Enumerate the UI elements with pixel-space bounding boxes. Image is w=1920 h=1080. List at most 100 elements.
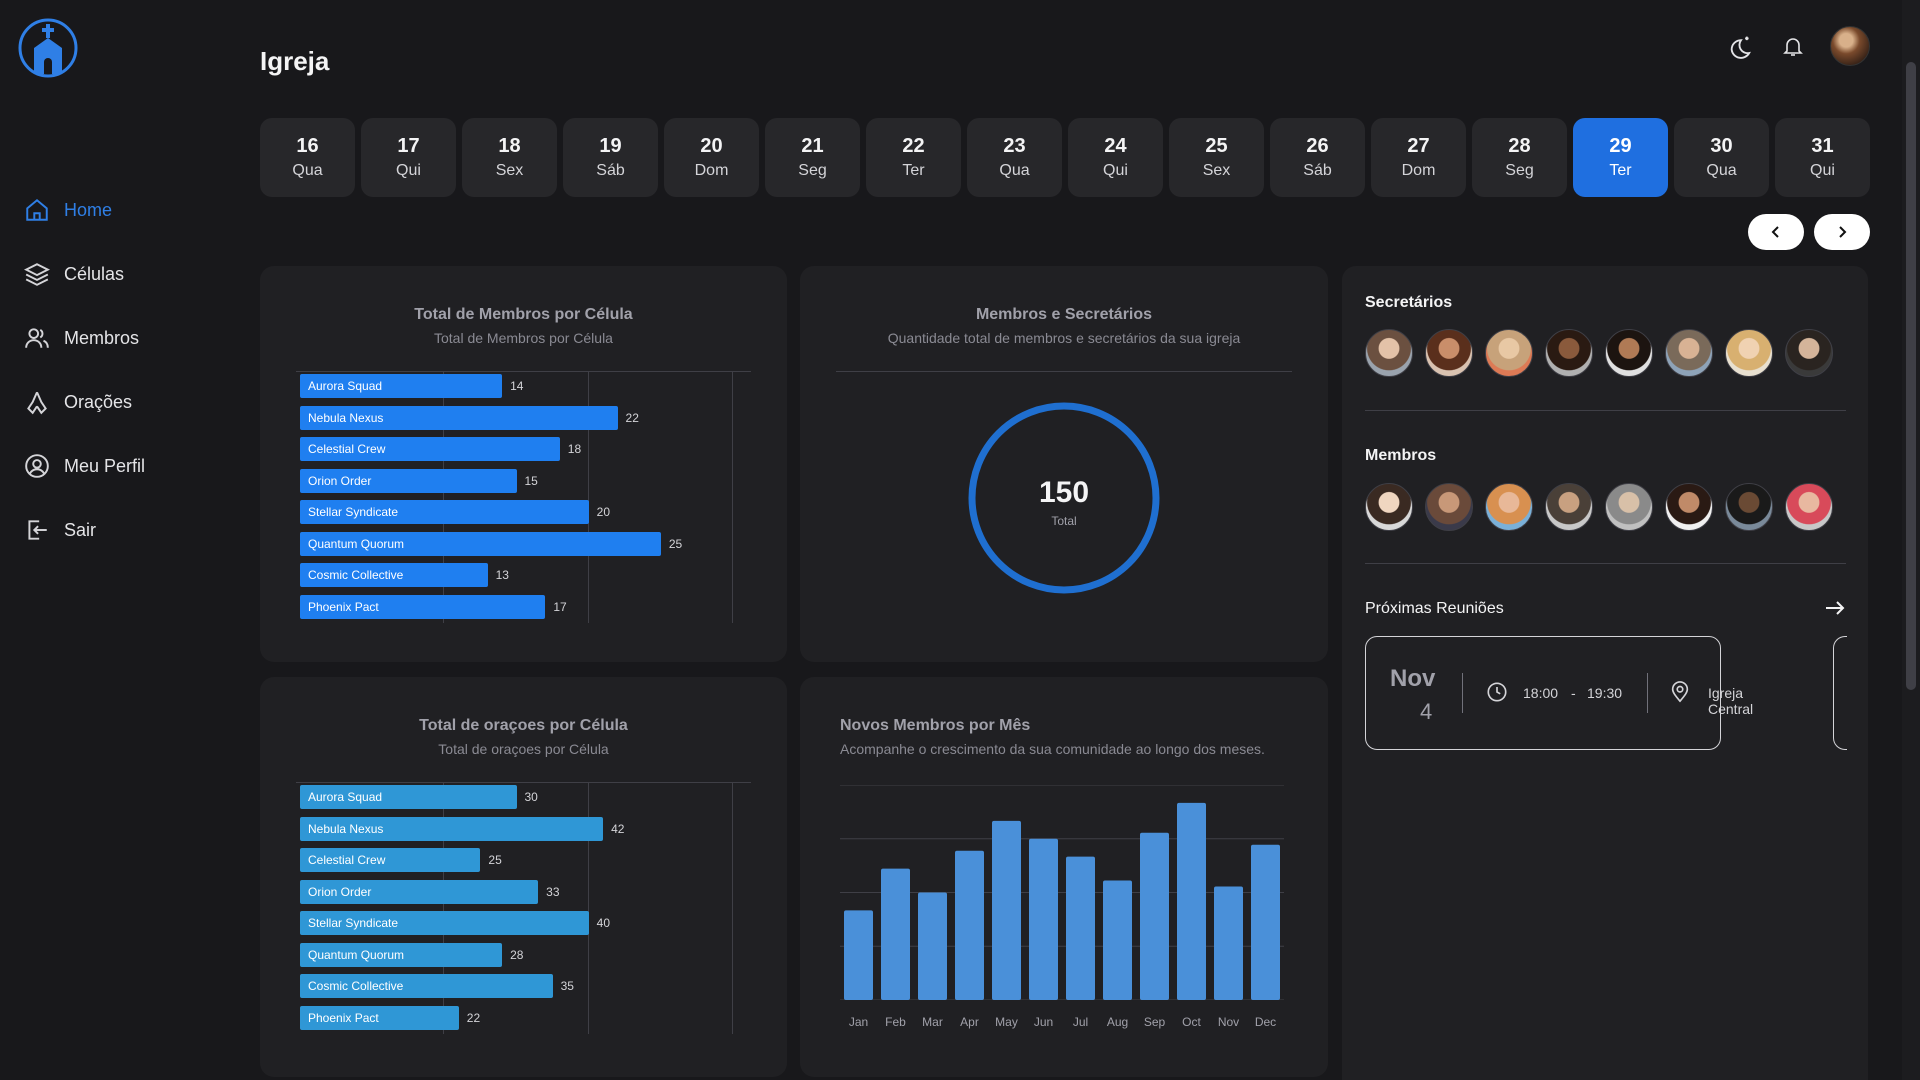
bar-celestial-crew[interactable]: Celestial Crew 25 xyxy=(300,848,502,872)
date-30[interactable]: 30 Qua xyxy=(1674,118,1769,197)
bar-cosmic-collective[interactable]: Cosmic Collective 13 xyxy=(300,563,509,587)
bar-apr[interactable] xyxy=(955,850,984,1000)
bar-aurora-squad[interactable]: Aurora Squad 14 xyxy=(300,374,523,398)
date-29[interactable]: 29 Ter xyxy=(1573,118,1668,197)
bell-icon[interactable] xyxy=(1778,31,1808,61)
arrow-right-icon[interactable] xyxy=(1824,598,1846,623)
bar-jun[interactable] xyxy=(1029,838,1058,1000)
date-19[interactable]: 19 Sáb xyxy=(563,118,658,197)
date-day: 27 xyxy=(1407,135,1430,157)
member-avatar[interactable] xyxy=(1485,483,1533,531)
member-avatar[interactable] xyxy=(1785,483,1833,531)
church-logo-icon[interactable] xyxy=(18,18,78,78)
bar-label: Cosmic Collective xyxy=(308,568,404,582)
date-22[interactable]: 22 Ter xyxy=(866,118,961,197)
sidebar-item-sair[interactable]: Sair xyxy=(22,498,145,562)
month-label: Dec xyxy=(1254,1015,1277,1029)
meeting-card-next[interactable] xyxy=(1833,636,1847,750)
bar-quantum-quorum[interactable]: Quantum Quorum 28 xyxy=(300,942,523,967)
bar-stellar-syndicate[interactable]: Stellar Syndicate 20 xyxy=(300,500,610,524)
bar-feb[interactable] xyxy=(881,868,910,1000)
bar-stellar-syndicate[interactable]: Stellar Syndicate 40 xyxy=(300,911,610,935)
bar-value: 42 xyxy=(611,821,625,836)
bar-orion-order[interactable]: Orion Order 15 xyxy=(300,468,538,493)
bar-label: Orion Order xyxy=(308,884,372,899)
member-avatar[interactable] xyxy=(1665,483,1713,531)
date-27[interactable]: 27 Dom xyxy=(1371,118,1466,197)
bar-aug[interactable] xyxy=(1103,880,1132,1000)
scrollbar-thumb[interactable] xyxy=(1906,62,1916,690)
bar-celestial-crew[interactable]: Celestial Crew 18 xyxy=(300,437,581,461)
secretary-avatar[interactable] xyxy=(1605,329,1653,377)
date-weekday: Qui xyxy=(396,162,421,179)
secretary-avatar[interactable] xyxy=(1665,329,1713,377)
bar-oct[interactable] xyxy=(1177,802,1206,1000)
secretary-avatar[interactable] xyxy=(1785,329,1833,377)
date-day: 20 xyxy=(700,135,723,157)
date-day: 21 xyxy=(801,135,824,157)
bar-mar[interactable] xyxy=(918,892,947,1001)
bar-jul[interactable] xyxy=(1066,856,1095,1000)
secretary-avatar[interactable] xyxy=(1545,329,1593,377)
card-title: Membros e Secretários xyxy=(975,306,1153,323)
sidebar-item-membros[interactable]: Membros xyxy=(22,306,145,370)
member-avatar[interactable] xyxy=(1425,483,1473,531)
secretary-avatar[interactable] xyxy=(1485,329,1533,377)
sidebar-item-oracoes[interactable]: Orações xyxy=(22,370,145,434)
date-18[interactable]: 18 Sex xyxy=(462,118,557,197)
donut-total-label: Total xyxy=(1051,514,1077,528)
sidebar-item-celulas[interactable]: Células xyxy=(22,242,145,306)
date-weekday: Dom xyxy=(1401,162,1436,179)
bar-phoenix-pact[interactable]: Phoenix Pact 17 xyxy=(300,594,567,619)
date-23[interactable]: 23 Qua xyxy=(967,118,1062,197)
meetings-title: Próximas Reuniões xyxy=(1365,600,1504,617)
secretary-avatar[interactable] xyxy=(1365,329,1413,377)
sidebar: Home Células Membros Orações Meu Perfil xyxy=(0,0,240,1080)
member-avatar[interactable] xyxy=(1605,483,1653,531)
date-16[interactable]: 16 Qua xyxy=(260,118,355,197)
previous-button[interactable] xyxy=(1748,214,1804,250)
card-subtitle: Acompanhe o crescimento da sua comunidad… xyxy=(840,741,1265,757)
next-button[interactable] xyxy=(1814,214,1870,250)
date-26[interactable]: 26 Sáb xyxy=(1270,118,1365,197)
date-20[interactable]: 20 Dom xyxy=(664,118,759,197)
bar-orion-order[interactable]: Orion Order 33 xyxy=(300,879,560,904)
bar-value: 30 xyxy=(524,790,538,804)
date-24[interactable]: 24 Qui xyxy=(1068,118,1163,197)
member-avatar[interactable] xyxy=(1725,483,1773,531)
meeting-card[interactable]: Nov 4 18:00 - 19:30 Igreja Central xyxy=(1365,636,1753,750)
gridline xyxy=(443,371,445,623)
sidebar-item-home[interactable]: Home xyxy=(22,178,145,242)
moon-icon[interactable] xyxy=(1726,31,1756,61)
date-25[interactable]: 25 Sex xyxy=(1169,118,1264,197)
bar-cosmic-collective[interactable]: Cosmic Collective 35 xyxy=(300,974,574,998)
bar-aurora-squad[interactable]: Aurora Squad 30 xyxy=(300,785,538,809)
date-day: 24 xyxy=(1104,135,1127,157)
user-circle-icon xyxy=(22,451,52,481)
bar-sep[interactable] xyxy=(1140,832,1169,1000)
date-28[interactable]: 28 Seg xyxy=(1472,118,1567,197)
bar-nebula-nexus[interactable]: Nebula Nexus 42 xyxy=(300,816,624,841)
user-avatar[interactable] xyxy=(1830,26,1870,66)
bar-nebula-nexus[interactable]: Nebula Nexus 22 xyxy=(300,405,639,430)
member-avatar[interactable] xyxy=(1365,483,1413,531)
bar-dec[interactable] xyxy=(1251,844,1280,1000)
bar-label: Phoenix Pact xyxy=(308,599,379,614)
scrollbar[interactable] xyxy=(1902,0,1920,1080)
members-secretaries-card: Membros e Secretários Quantidade total d… xyxy=(800,266,1328,662)
bar-jan[interactable] xyxy=(844,910,873,1000)
date-21[interactable]: 21 Seg xyxy=(765,118,860,197)
bar-nov[interactable] xyxy=(1214,886,1243,1000)
date-day: 25 xyxy=(1205,135,1228,157)
bar-quantum-quorum[interactable]: Quantum Quorum 25 xyxy=(300,531,682,556)
member-avatar[interactable] xyxy=(1545,483,1593,531)
bar-may[interactable] xyxy=(992,820,1021,1000)
date-17[interactable]: 17 Qui xyxy=(361,118,456,197)
secretary-avatar[interactable] xyxy=(1425,329,1473,377)
date-31[interactable]: 31 Qui xyxy=(1775,118,1870,197)
secretary-avatar[interactable] xyxy=(1725,329,1773,377)
bar-phoenix-pact[interactable]: Phoenix Pact 22 xyxy=(300,1005,480,1030)
meeting-day: 4 xyxy=(1420,699,1433,724)
sidebar-item-meu-perfil[interactable]: Meu Perfil xyxy=(22,434,145,498)
bar-label: Phoenix Pact xyxy=(308,1010,379,1025)
